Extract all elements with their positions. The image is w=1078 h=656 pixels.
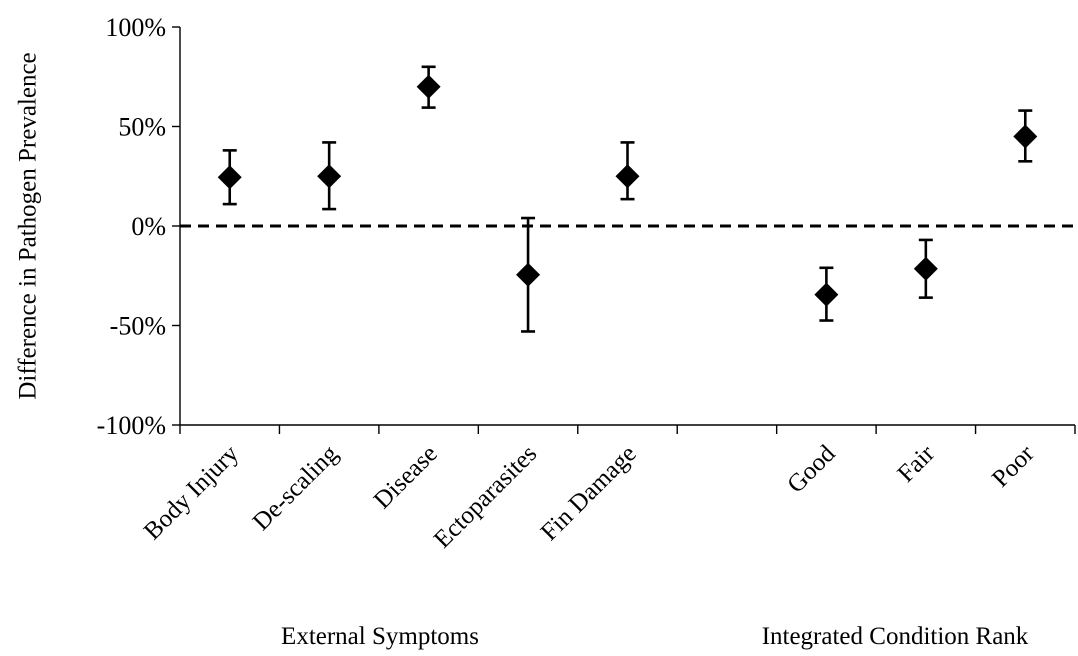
diamond-marker-poor bbox=[1013, 124, 1038, 149]
data-point-fair bbox=[913, 238, 938, 299]
tick-labels-layer: 100% 50% 0% -50% -100% bbox=[97, 13, 166, 440]
diamond-marker-de-scaling bbox=[317, 164, 342, 189]
diamond-marker-ectoparasites bbox=[516, 262, 541, 287]
category-label-good: Good bbox=[782, 440, 841, 499]
y-tick-label: -50% bbox=[110, 312, 166, 341]
category-label-poor: Poor bbox=[987, 440, 1040, 493]
category-labels-layer: Body Injury De-scaling DiseaseEctoparasite… bbox=[139, 440, 1040, 554]
category-label-body-injury: Body Injury bbox=[139, 440, 244, 545]
diamond-marker-fin-damage bbox=[615, 164, 640, 189]
group-titles-layer: External Symptoms Integrated Condition Ra… bbox=[281, 623, 1029, 650]
diamond-marker-fair bbox=[913, 256, 938, 281]
y-tick-label: 50% bbox=[118, 113, 166, 142]
group-title-integrated-condition-rank: Integrated Condition Rank bbox=[762, 623, 1029, 650]
y-tick-label: 100% bbox=[105, 13, 166, 42]
y-axis-title: Difference in Pathogen Prevalence bbox=[15, 52, 42, 399]
diamond-marker-disease bbox=[416, 74, 441, 99]
category-label-de-scaling: De-scaling bbox=[248, 440, 344, 536]
data-point-ectoparasites bbox=[516, 216, 541, 333]
axes-layer bbox=[172, 26, 1076, 434]
data-point-disease bbox=[416, 65, 441, 109]
data-point-body-injury bbox=[217, 149, 242, 206]
data-point-poor bbox=[1013, 109, 1038, 163]
data-point-de-scaling bbox=[317, 141, 342, 211]
diamond-marker-body-injury bbox=[217, 165, 242, 190]
y-tick-label: -100% bbox=[97, 411, 166, 440]
data-points-layer bbox=[217, 65, 1038, 333]
diamond-marker-good bbox=[814, 282, 839, 307]
data-point-fin-damage bbox=[615, 141, 640, 201]
group-title-external-symptoms: External Symptoms bbox=[281, 623, 479, 650]
category-label-fair: Fair bbox=[893, 440, 941, 488]
data-point-good bbox=[814, 266, 839, 322]
category-label-disease: Disease bbox=[369, 440, 443, 514]
category-label-ectoparasites: Ectoparasites bbox=[429, 440, 542, 553]
category-label-fin-damage: Fin Damage bbox=[536, 440, 642, 546]
y-tick-label: 0% bbox=[131, 212, 166, 241]
